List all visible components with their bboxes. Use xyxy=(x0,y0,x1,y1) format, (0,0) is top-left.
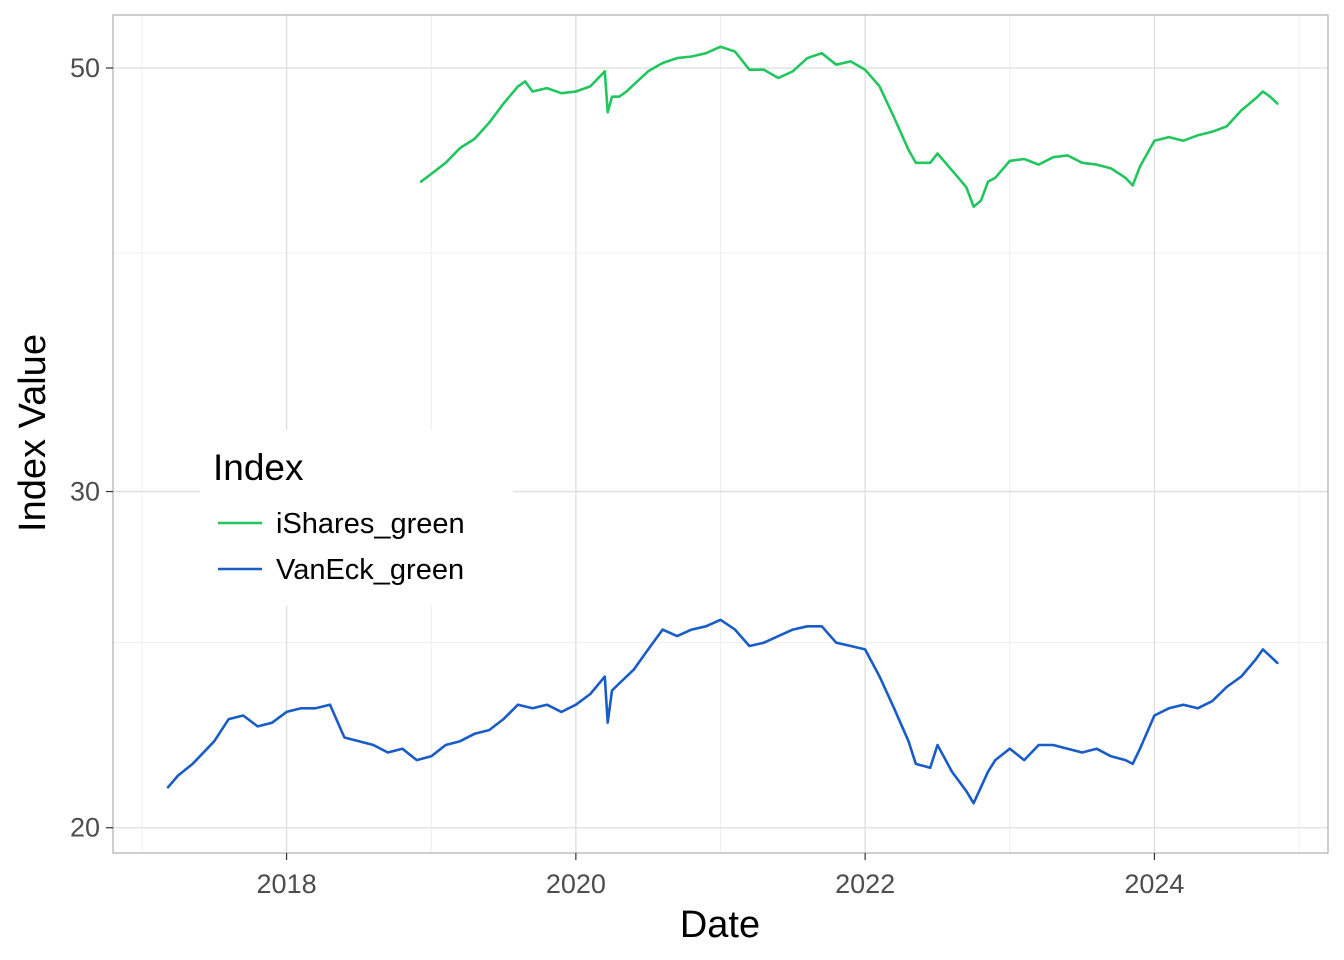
y-tick-label: 30 xyxy=(70,477,100,507)
x-axis-title: Date xyxy=(680,904,760,946)
x-tick-label: 2018 xyxy=(257,869,317,899)
legend-background xyxy=(200,430,513,606)
y-tick-label: 50 xyxy=(70,53,100,83)
series-lines xyxy=(166,45,1279,805)
y-tick-label: 20 xyxy=(70,813,100,843)
y-axis-title: Index Value xyxy=(12,334,54,532)
grid xyxy=(113,15,1328,853)
x-tick-label: 2024 xyxy=(1124,869,1184,899)
legend-title: Index xyxy=(213,447,304,488)
series-line-vaneck-green xyxy=(166,618,1279,805)
x-tick-label: 2022 xyxy=(835,869,895,899)
axes: 2018 2020 2022 2024 20 30 50 xyxy=(70,53,1185,899)
legend: Index iShares_green VanEck_green xyxy=(200,430,513,606)
legend-label-vaneck-green: VanEck_green xyxy=(276,554,464,586)
x-tick-label: 2020 xyxy=(546,869,606,899)
series-line-ishares-green xyxy=(419,45,1279,208)
legend-label-ishares-green: iShares_green xyxy=(276,508,465,540)
panel-border xyxy=(112,14,1329,854)
